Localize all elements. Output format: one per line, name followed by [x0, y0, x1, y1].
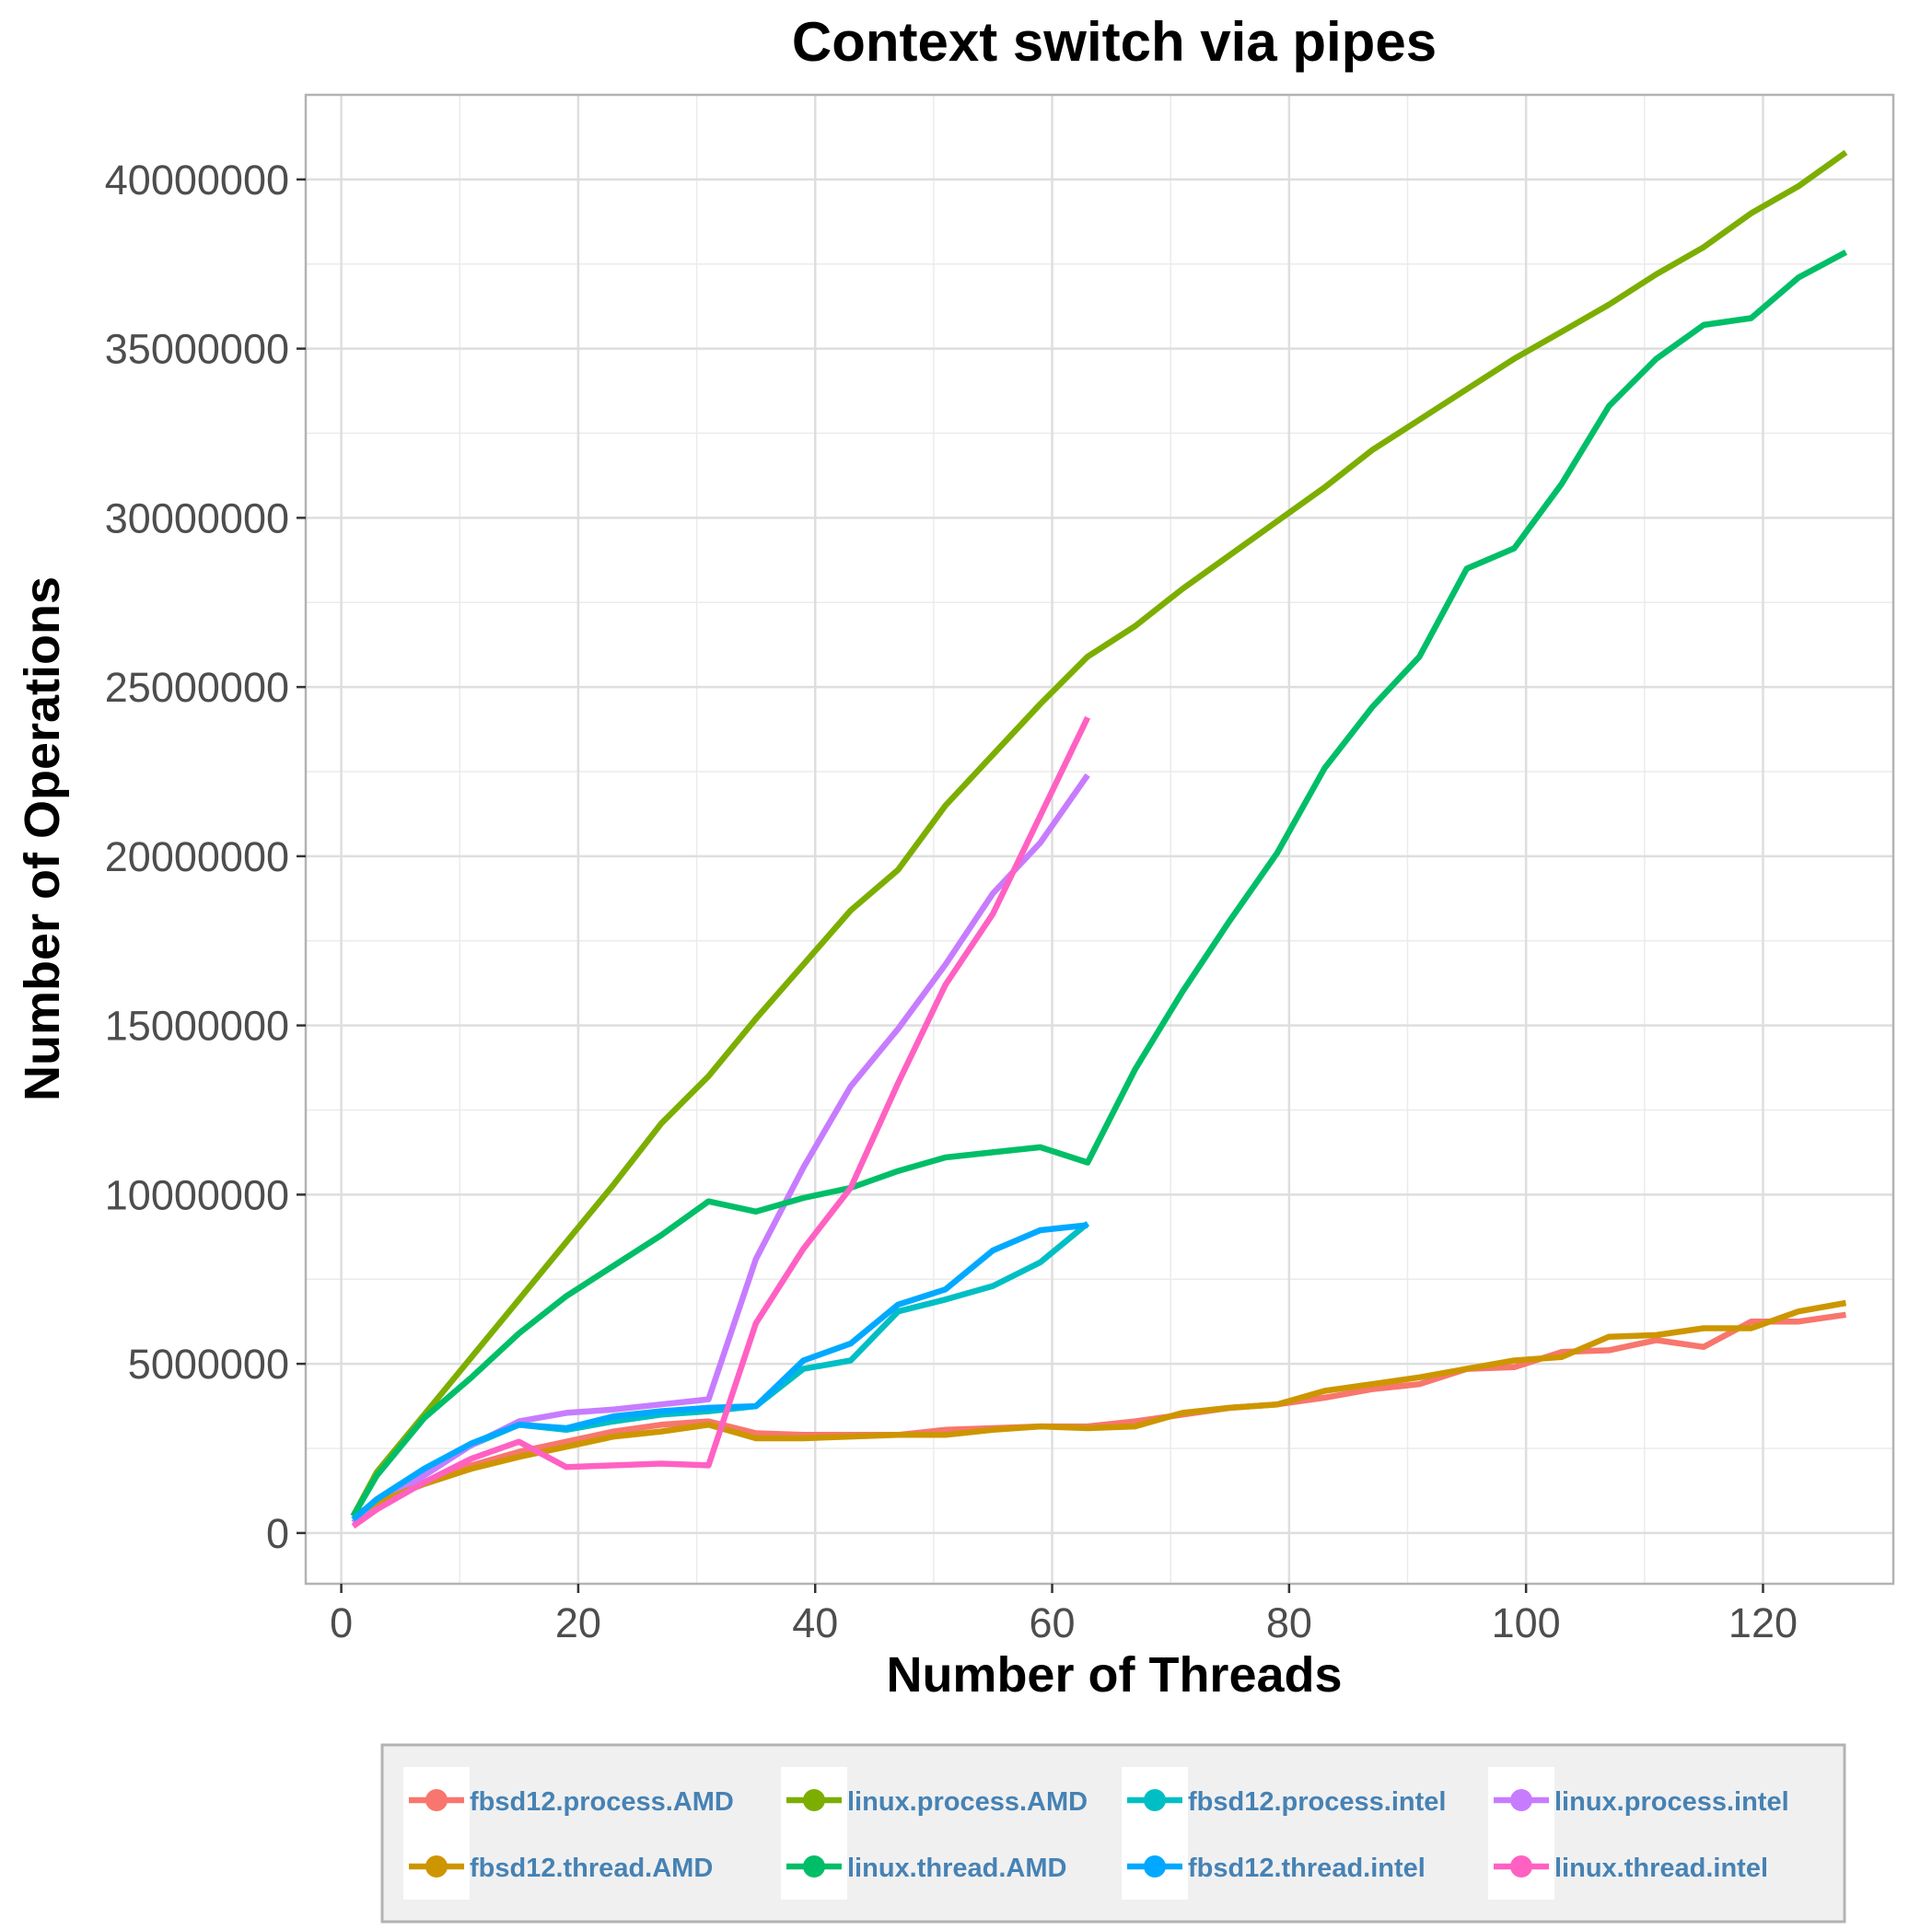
legend-key-point [1144, 1789, 1166, 1811]
legend-item-fbsd12-process-AMD: fbsd12.process.AMD [403, 1767, 734, 1833]
x-tick-label: 120 [1728, 1599, 1798, 1646]
legend-item-linux-process-AMD: linux.process.AMD [781, 1767, 1088, 1833]
legend-item-fbsd12-thread-AMD: fbsd12.thread.AMD [403, 1833, 713, 1900]
legend-key-point [803, 1789, 825, 1811]
legend-label: fbsd12.thread.intel [1188, 1854, 1426, 1883]
legend-item-fbsd12-process-intel: fbsd12.process.intel [1122, 1767, 1446, 1833]
series-line-fbsd12-thread-intel [351, 1222, 1088, 1522]
y-tick-label: 40000000 [105, 157, 289, 203]
major-gridlines [306, 95, 1893, 1584]
legend-label: fbsd12.process.intel [1188, 1787, 1446, 1817]
y-tick-label: 35000000 [105, 326, 289, 373]
x-tick-label: 0 [330, 1599, 353, 1646]
y-tick-label: 20000000 [105, 833, 289, 880]
legend-item-linux-thread-AMD: linux.thread.AMD [781, 1833, 1066, 1900]
legend-key-point [1510, 1855, 1532, 1878]
chart-title: Context switch via pipes [792, 11, 1437, 73]
legend-label: fbsd12.process.AMD [470, 1787, 734, 1817]
legend-items: fbsd12.process.AMD linux.process.AMD fbsd1… [403, 1767, 1789, 1900]
x-axis-title: Number of Threads [886, 1647, 1342, 1703]
x-tick-label: 20 [555, 1599, 601, 1646]
x-tick-label: 60 [1030, 1599, 1076, 1646]
legend-item-fbsd12-thread-intel: fbsd12.thread.intel [1122, 1833, 1426, 1900]
legend: fbsd12.process.AMD linux.process.AMD fbsd1… [380, 1743, 1846, 1924]
x-tick-label: 80 [1266, 1599, 1312, 1646]
minor-gridlines [306, 95, 1893, 1584]
legend-box [380, 1743, 1846, 1924]
plot-panel [304, 93, 1895, 1586]
y-tick-label: 5000000 [128, 1341, 289, 1388]
legend-key-point [425, 1789, 448, 1811]
legend-label: linux.thread.AMD [847, 1854, 1066, 1883]
x-axis: 0 20 40 60 80 100 120 [330, 1584, 1798, 1646]
legend-label: linux.thread.intel [1554, 1854, 1768, 1883]
series-line-linux-process-AMD [350, 149, 1848, 1518]
y-tick-label: 15000000 [105, 1003, 289, 1050]
legend-key-point [425, 1855, 448, 1878]
legend-label: linux.process.intel [1554, 1787, 1789, 1817]
series-line-fbsd12-thread-AMD [351, 1299, 1847, 1519]
legend-key-point [1510, 1789, 1532, 1811]
x-tick-label: 100 [1492, 1599, 1561, 1646]
legend-label: fbsd12.thread.AMD [470, 1854, 713, 1883]
legend-item-linux-process-intel: linux.process.intel [1488, 1767, 1789, 1833]
legend-key-point [803, 1855, 825, 1878]
y-tick-label: 10000000 [105, 1171, 289, 1218]
y-axis-title: Number of Operations [15, 576, 70, 1101]
legend-key-point [1144, 1855, 1166, 1878]
x-tick-label: 40 [792, 1599, 838, 1646]
plot-background [306, 95, 1893, 1584]
y-axis: 0 5000000 10000000 15000000 20000000 25000000… [105, 157, 306, 1557]
y-tick-label: 30000000 [105, 494, 289, 541]
series-line-linux-thread-AMD [350, 250, 1848, 1518]
legend-label: linux.process.AMD [847, 1787, 1088, 1817]
series-line-linux-thread-intel [351, 715, 1091, 1529]
plot-border [304, 93, 1895, 1586]
series-lines [350, 149, 1848, 1529]
legend-item-linux-thread-intel: linux.thread.intel [1488, 1833, 1768, 1900]
y-tick-label: 0 [266, 1510, 289, 1557]
y-tick-label: 25000000 [105, 664, 289, 711]
